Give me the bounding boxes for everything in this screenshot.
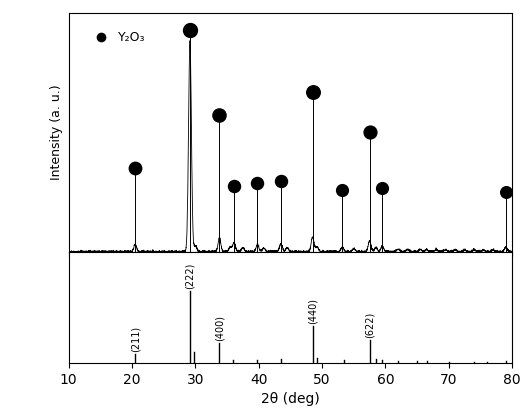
Point	[253, 180, 262, 187]
Point	[131, 165, 139, 171]
Point	[230, 182, 238, 189]
Point	[365, 129, 374, 136]
Y-axis label: Intensity (a. u.): Intensity (a. u.)	[50, 85, 63, 180]
Point	[277, 178, 285, 184]
Text: (222): (222)	[185, 263, 195, 289]
Text: (622): (622)	[365, 311, 374, 338]
Point	[308, 89, 317, 96]
Text: (400): (400)	[214, 315, 224, 341]
Text: (440): (440)	[308, 298, 317, 324]
Point	[338, 187, 346, 193]
Text: (211): (211)	[130, 326, 140, 352]
Point	[186, 27, 194, 34]
X-axis label: 2θ (deg): 2θ (deg)	[261, 392, 320, 406]
Point	[215, 111, 224, 118]
Point	[502, 189, 510, 196]
Legend: Y₂O₃: Y₂O₃	[84, 26, 150, 49]
Point	[378, 184, 386, 191]
